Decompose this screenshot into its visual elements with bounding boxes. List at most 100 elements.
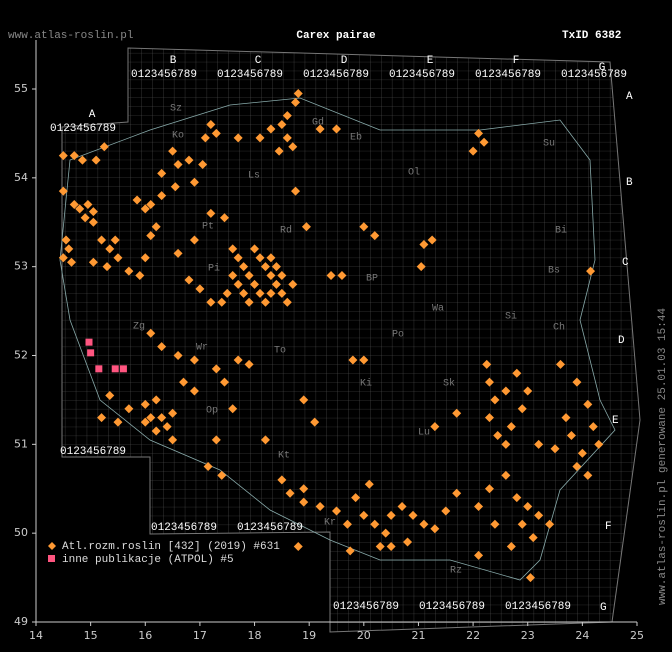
occurrence <box>271 262 281 272</box>
occurrence <box>140 417 150 427</box>
occurrence <box>282 111 292 121</box>
occurrence <box>151 426 161 436</box>
y-tick-label: 49 <box>14 615 28 628</box>
occurrence <box>588 422 598 432</box>
occurrence <box>490 395 500 405</box>
occurrence <box>244 297 254 307</box>
region-code: Kt <box>278 451 290 462</box>
grid-digits: 0123456789 <box>561 69 627 81</box>
occurrence <box>525 573 535 583</box>
region-code: Zg <box>133 322 145 333</box>
occurrence <box>260 435 270 445</box>
occurrence <box>124 404 134 414</box>
occurrence <box>550 444 560 454</box>
occurrence <box>198 160 208 170</box>
grid-digits: 0123456789 <box>50 123 116 135</box>
region-code: Sk <box>443 378 455 390</box>
occurrence <box>586 266 596 276</box>
occurrence <box>484 377 494 387</box>
occurrence <box>239 288 249 298</box>
occurrence <box>64 244 74 254</box>
occurrence <box>285 488 295 498</box>
region-code: Pi <box>208 263 220 275</box>
occurrence <box>566 430 576 440</box>
occurrence <box>140 253 150 263</box>
region-code: Ko <box>172 131 184 142</box>
occurrence <box>168 408 178 418</box>
grid-letter: D <box>341 55 348 67</box>
grid-digits: 0123456789 <box>505 601 571 613</box>
occurrence <box>528 533 538 543</box>
occurrence <box>228 244 238 254</box>
occurrence <box>301 222 311 232</box>
occurrence <box>282 133 292 143</box>
country-border <box>59 97 616 581</box>
grid-letter: D <box>618 335 625 347</box>
occurrence <box>189 386 199 396</box>
occurrence <box>474 502 484 512</box>
region-code: Ch <box>553 322 565 334</box>
grid-digits: 0123456789 <box>303 69 369 81</box>
occurrence <box>140 399 150 409</box>
grid-letter: F <box>513 55 520 67</box>
occurrence <box>572 377 582 387</box>
occurrence <box>173 160 183 170</box>
occurrence <box>228 404 238 414</box>
occurrence <box>151 395 161 405</box>
occurrence <box>370 519 380 529</box>
occurrence <box>203 462 213 472</box>
occurrence <box>577 448 587 458</box>
occurrence <box>67 257 77 267</box>
y-tick-label: 50 <box>14 526 28 539</box>
occurrence <box>233 253 243 263</box>
occurrence <box>375 541 385 551</box>
occurrence <box>545 519 555 529</box>
occurrence <box>206 297 216 307</box>
occurrence <box>219 213 229 223</box>
occurrence <box>506 541 516 551</box>
occurrence <box>168 435 178 445</box>
occurrence <box>315 124 325 134</box>
region-code: Kr <box>324 518 336 529</box>
atpol-grid <box>61 47 641 633</box>
occurrence <box>157 168 167 178</box>
occurrence <box>250 244 260 254</box>
occurrence <box>189 235 199 245</box>
occurrence <box>572 462 582 472</box>
region-code: To <box>274 346 286 357</box>
occurrence <box>430 524 440 534</box>
occurrence <box>594 439 604 449</box>
occurrence <box>95 365 103 373</box>
occurrence <box>419 239 429 249</box>
x-tick-label: 18 <box>248 629 262 642</box>
occurrence <box>151 222 161 232</box>
occurrence <box>88 217 98 227</box>
occurrence <box>75 204 85 214</box>
occurrence <box>277 271 287 281</box>
occurrence <box>105 244 115 254</box>
occurrence <box>206 120 216 130</box>
occurrence <box>88 257 98 267</box>
x-tick-label: 23 <box>521 629 535 642</box>
occurrence <box>105 390 115 400</box>
occurrence <box>315 502 325 512</box>
x-tick-label: 14 <box>29 629 43 642</box>
occurrence <box>351 493 361 503</box>
region-code: Eb <box>350 132 362 144</box>
x-tick-label: 19 <box>302 629 316 642</box>
occurrence <box>157 342 167 352</box>
occurrence <box>291 186 301 196</box>
occurrence <box>102 262 112 272</box>
occurrence <box>370 231 380 241</box>
x-tick-label: 16 <box>138 629 152 642</box>
occurrence <box>244 359 254 369</box>
occurrence <box>359 355 369 365</box>
occurrence <box>88 207 98 217</box>
occurrence <box>556 359 566 369</box>
occurrence <box>523 386 533 396</box>
occurrence <box>58 186 68 196</box>
x-tick-label: 25 <box>630 629 644 642</box>
grid-digits: 0123456789 <box>237 522 303 534</box>
occurrence <box>523 502 533 512</box>
occurrence <box>332 124 341 134</box>
